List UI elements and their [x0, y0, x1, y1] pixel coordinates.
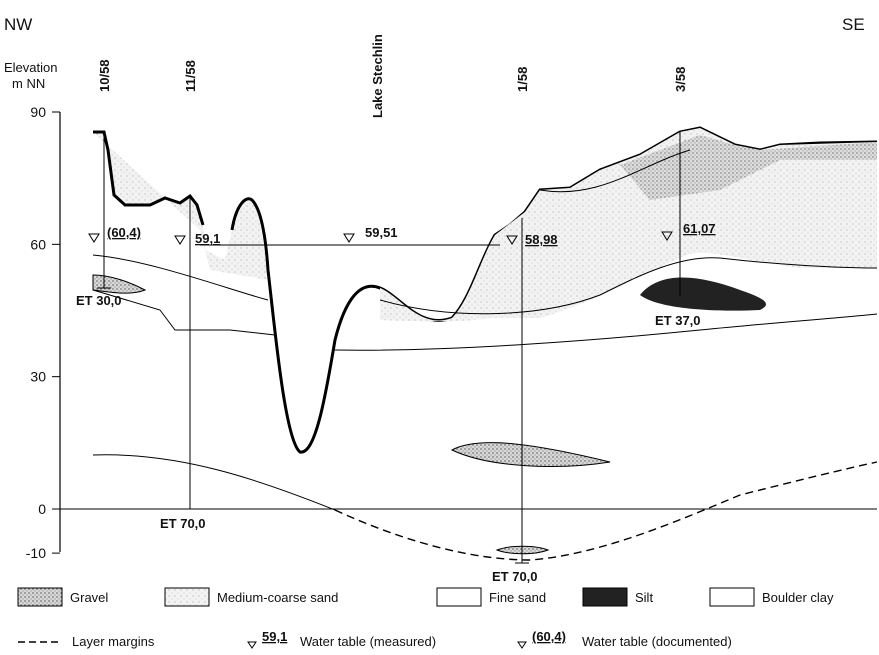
legend-sample: 59,1: [262, 629, 287, 644]
lake-label: Lake Stechlin: [370, 34, 385, 118]
legend-swatch: [710, 588, 754, 606]
wt-label: 59,51: [365, 225, 398, 240]
wt-label: 59,1: [195, 231, 220, 246]
wt-symbol: [89, 234, 99, 242]
legend-sample: (60,4): [532, 629, 566, 644]
legend-label: Gravel: [70, 590, 108, 605]
wt-symbol: [518, 642, 526, 648]
y-tick-label: 90: [30, 104, 46, 120]
axis-label: m NN: [12, 76, 45, 91]
wt-symbol: [175, 236, 185, 244]
wt-label: 61,07: [683, 221, 716, 236]
well-end-label: ET 37,0: [655, 313, 701, 328]
legend-label: Medium-coarse sand: [217, 590, 338, 605]
legend-label: Water table (documented): [582, 634, 732, 649]
legend-label: Boulder clay: [762, 590, 834, 605]
wt-symbol: [344, 234, 354, 242]
legend-label: Water table (measured): [300, 634, 436, 649]
se-label: SE: [842, 15, 865, 34]
layers: [60, 128, 877, 560]
y-tick-label: 60: [30, 236, 46, 252]
well-label: 3/58: [673, 67, 688, 92]
y-tick-label: -10: [26, 545, 46, 561]
well-label: 11/58: [183, 60, 198, 92]
legend-label: Fine sand: [489, 590, 546, 605]
gravel-lens: [93, 275, 145, 293]
layer-boundary: [93, 455, 335, 510]
legend-swatch: [165, 588, 209, 606]
sand-area: [93, 132, 268, 280]
well-end-label: ET 70,0: [492, 569, 538, 584]
gravel-lens: [452, 443, 610, 467]
well-end-label: ET 70,0: [160, 516, 206, 531]
well-label: 1/58: [515, 67, 530, 92]
wt-label: (60,4): [107, 225, 141, 240]
wt-label: 58,98: [525, 232, 558, 247]
y-ticks: 90 60 30 0 -10: [26, 104, 60, 561]
axis-label: Elevation: [4, 60, 57, 75]
well-label: 10/58: [97, 59, 112, 92]
legend-swatch: [437, 588, 481, 606]
legend-swatch: [18, 588, 62, 606]
header: NW SE Elevation m NN: [4, 15, 865, 91]
legend-swatch: [583, 588, 627, 606]
legend: Gravel Medium-coarse sand Fine sand Silt…: [18, 588, 834, 649]
nw-label: NW: [4, 15, 32, 34]
wt-symbol: [248, 642, 256, 648]
cross-section: NW SE Elevation m NN 90 60 30 0 -10: [0, 0, 879, 655]
silt-lens: [640, 278, 766, 311]
y-tick-label: 30: [30, 369, 46, 385]
y-tick-label: 0: [38, 501, 46, 517]
layer-margin: [335, 462, 877, 560]
legend-label: Silt: [635, 590, 653, 605]
legend-label: Layer margins: [72, 634, 155, 649]
well-end-label: ET 30,0: [76, 293, 122, 308]
